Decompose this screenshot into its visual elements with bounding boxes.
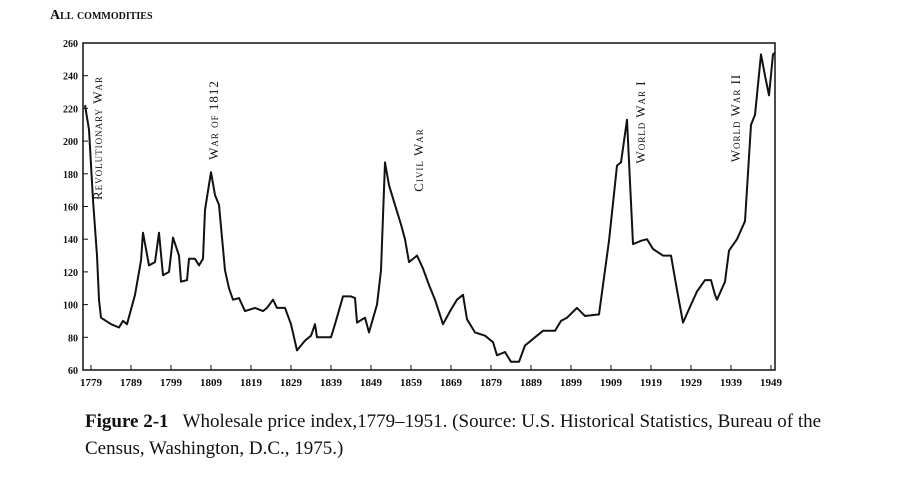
x-tick-label: 1859	[400, 377, 423, 389]
x-tick-label: 1889	[520, 377, 543, 389]
y-tick-label: 260	[63, 39, 78, 50]
annotation: Civil War	[411, 128, 426, 191]
y-tick-label: 220	[63, 104, 78, 115]
x-tick-label: 1789	[120, 377, 143, 389]
annotation: War of 1812	[206, 80, 221, 160]
x-tick-label: 1949	[760, 377, 783, 389]
x-tick-label: 1919	[640, 377, 663, 389]
y-tick-label: 160	[63, 203, 78, 214]
caption: Wholesale price index,1779–1951. (Source…	[85, 411, 822, 459]
y-tick-label: 140	[63, 235, 78, 246]
x-tick-label: 1849	[360, 377, 383, 389]
x-tick-label: 1879	[480, 377, 503, 389]
annotation: Revolutionary War	[90, 76, 105, 200]
caption-block: Figure 2-1 Wholesale price index,1779–195…	[85, 408, 865, 462]
x-tick-label: 1779	[80, 377, 103, 389]
x-tick-label: 1799	[160, 377, 183, 389]
plot-frame	[82, 42, 776, 371]
annotation: World War II	[728, 74, 743, 162]
figure-label: Figure 2-1	[85, 411, 169, 432]
y-tick-label: 200	[63, 137, 78, 148]
y-tick-label: 100	[63, 301, 78, 312]
x-tick-label: 1839	[320, 377, 343, 389]
annotation: World War I	[633, 80, 648, 163]
x-tick-label: 1809	[200, 377, 223, 389]
y-tick-label: 120	[63, 268, 78, 279]
chart-title: All commodities	[50, 8, 153, 23]
y-tick-label: 180	[63, 170, 78, 181]
x-tick-label: 1899	[560, 377, 583, 389]
price-line	[84, 52, 776, 363]
chart: All commodities 60 80 100 120 140 160 180 200 22…	[50, 8, 783, 389]
y-tick-label: 60	[68, 366, 78, 377]
y-tick-label: 240	[63, 72, 78, 83]
x-tick-label: 1909	[600, 377, 623, 389]
x-tick-label: 1829	[280, 377, 303, 389]
x-tick-label: 1819	[240, 377, 263, 389]
y-tick-label: 80	[68, 333, 78, 344]
x-tick-label: 1869	[440, 377, 463, 389]
x-tick-label: 1929	[680, 377, 703, 389]
x-tick-label: 1939	[720, 377, 743, 389]
